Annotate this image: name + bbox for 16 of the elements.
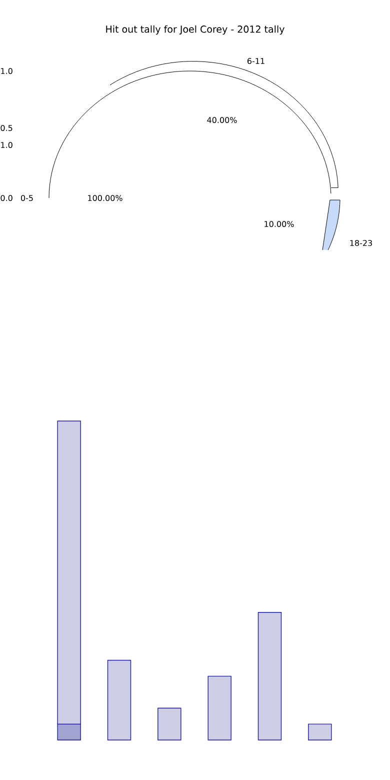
bar: [258, 612, 282, 740]
text: 40.00%: [207, 116, 237, 124]
text: 1.0: [1, 68, 12, 74]
bar: [158, 708, 182, 740]
text: 0-5: [21, 194, 33, 202]
text: Hit out tally for Joel Corey - 2012 tally: [106, 25, 284, 35]
text: 1.0: [1, 142, 12, 148]
text: 6-11: [247, 58, 264, 64]
bar: [208, 676, 232, 740]
text: 18-23: [350, 240, 372, 246]
text: 0.0: [0, 194, 12, 202]
bar: [107, 660, 132, 740]
text: 10.00%: [264, 220, 294, 228]
text: 100.00%: [88, 194, 122, 202]
text: 0.5: [0, 124, 12, 132]
bar: [308, 724, 332, 740]
